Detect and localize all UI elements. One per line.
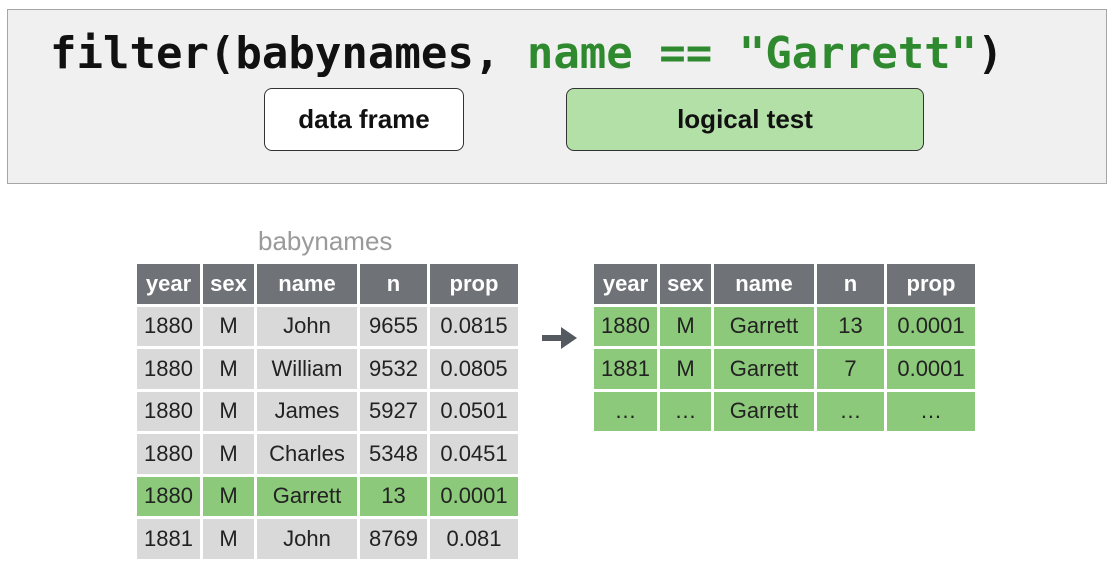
cell-sex: M: [203, 519, 254, 559]
source-table: year sex name n prop 1880 M John 9655 0.…: [134, 261, 521, 562]
source-table-header: year sex name n prop: [137, 264, 518, 304]
cell-n: 7: [817, 349, 884, 389]
table-row: 1881 M Garrett 7 0.0001: [594, 349, 975, 389]
cell-name: Garrett: [257, 476, 357, 516]
cell-prop: 0.0001: [430, 476, 518, 516]
cell-prop: …: [887, 391, 975, 431]
column-header-prop: prop: [887, 264, 975, 304]
result-table-header: year sex name n prop: [594, 264, 975, 304]
code-panel: filter(babynames, name == "Garrett") dat…: [7, 9, 1107, 184]
cell-sex: M: [203, 349, 254, 389]
cell-sex: …: [660, 391, 711, 431]
cell-sex: M: [660, 349, 711, 389]
cell-sex: M: [203, 391, 254, 431]
cell-prop: 0.0451: [430, 434, 518, 474]
column-header-year: year: [137, 264, 200, 304]
cell-prop: 0.0001: [887, 306, 975, 346]
cell-n: 13: [817, 306, 884, 346]
cell-year: …: [594, 391, 657, 431]
cell-prop: 0.081: [430, 519, 518, 559]
table-row: 1880 M John 9655 0.0815: [137, 306, 518, 346]
cell-name: James: [257, 391, 357, 431]
result-table: year sex name n prop 1880 M Garrett 13 0…: [591, 261, 978, 434]
column-header-n: n: [817, 264, 884, 304]
column-header-name: name: [714, 264, 814, 304]
table-row: 1880 M Garrett 13 0.0001: [594, 306, 975, 346]
cell-sex: M: [203, 476, 254, 516]
column-header-year: year: [594, 264, 657, 304]
column-header-n: n: [360, 264, 427, 304]
cell-n: 8769: [360, 519, 427, 559]
cell-n: 9655: [360, 306, 427, 346]
column-header-sex: sex: [203, 264, 254, 304]
cell-year: 1881: [594, 349, 657, 389]
right-arrow-icon: [542, 327, 577, 349]
column-header-name: name: [257, 264, 357, 304]
cell-year: 1880: [137, 476, 200, 516]
table-row-highlighted: 1880 M Garrett 13 0.0001: [137, 476, 518, 516]
column-header-prop: prop: [430, 264, 518, 304]
cell-year: 1880: [137, 306, 200, 346]
cell-n: …: [817, 391, 884, 431]
code-logical-argument: name == "Garrett": [526, 28, 978, 79]
cell-year: 1880: [137, 434, 200, 474]
cell-name: John: [257, 519, 357, 559]
cell-name: Garrett: [714, 349, 814, 389]
cell-n: 5348: [360, 434, 427, 474]
cell-prop: 0.0501: [430, 391, 518, 431]
table-row: 1880 M James 5927 0.0501: [137, 391, 518, 431]
cell-n: 9532: [360, 349, 427, 389]
cell-n: 5927: [360, 391, 427, 431]
cell-sex: M: [203, 434, 254, 474]
column-header-sex: sex: [660, 264, 711, 304]
data-frame-label: data frame: [264, 88, 464, 151]
cell-year: 1880: [137, 391, 200, 431]
cell-n: 13: [360, 476, 427, 516]
cell-prop: 0.0001: [887, 349, 975, 389]
cell-sex: M: [660, 306, 711, 346]
source-table-caption: babynames: [258, 226, 393, 256]
cell-name: William: [257, 349, 357, 389]
code-closing-paren: ): [977, 28, 1004, 79]
cell-prop: 0.0805: [430, 349, 518, 389]
table-row: 1881 M John 8769 0.081: [137, 519, 518, 559]
cell-name: John: [257, 306, 357, 346]
cell-name: Charles: [257, 434, 357, 474]
code-expression: filter(babynames, name == "Garrett"): [50, 32, 1004, 76]
cell-prop: 0.0815: [430, 306, 518, 346]
table-row: … … Garrett … …: [594, 391, 975, 431]
cell-name: Garrett: [714, 306, 814, 346]
logical-test-label: logical test: [566, 88, 924, 151]
cell-sex: M: [203, 306, 254, 346]
cell-year: 1880: [137, 349, 200, 389]
cell-year: 1881: [137, 519, 200, 559]
table-row: 1880 M Charles 5348 0.0451: [137, 434, 518, 474]
table-row: 1880 M William 9532 0.0805: [137, 349, 518, 389]
code-function-call: filter(babynames,: [50, 28, 527, 79]
cell-name: Garrett: [714, 391, 814, 431]
cell-year: 1880: [594, 306, 657, 346]
